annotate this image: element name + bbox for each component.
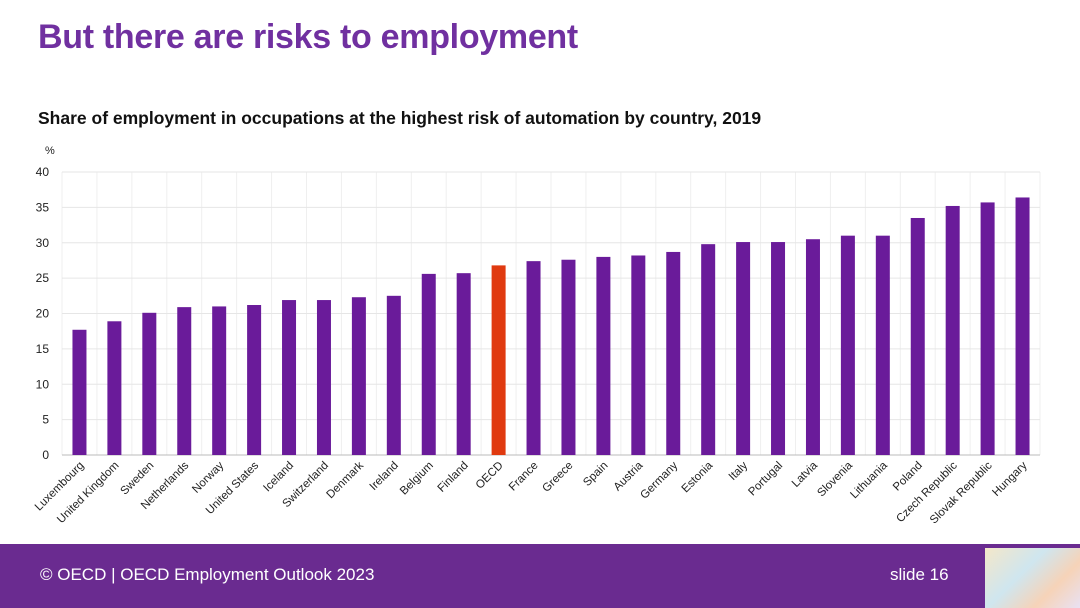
x-tick-label: Italy — [727, 459, 751, 483]
bar-portugal — [771, 242, 786, 455]
x-tick-label: Iceland — [261, 460, 296, 495]
bar-belgium — [421, 273, 436, 455]
x-tick-label: Denmark — [325, 459, 367, 501]
y-tick-label: 10 — [36, 377, 50, 391]
bar-austria — [631, 255, 646, 455]
bar-luxembourg — [72, 329, 87, 455]
x-tick-label: United Kingdom — [55, 460, 121, 526]
bar-estonia — [701, 244, 716, 455]
x-tick-label: Estonia — [680, 459, 716, 495]
slide-title: But there are risks to employment — [38, 18, 578, 56]
x-tick-label: Latvia — [790, 459, 821, 490]
x-tick-label: Portugal — [746, 460, 785, 499]
bar-germany — [666, 251, 681, 455]
x-tick-label: OECD — [474, 460, 506, 492]
y-axis-label: % — [45, 145, 55, 157]
bar-norway — [212, 306, 227, 455]
bar-lithuania — [875, 235, 890, 455]
y-tick-label: 15 — [36, 342, 50, 356]
slide-number: slide 16 — [890, 565, 949, 584]
bar-slovenia — [840, 235, 855, 455]
bar-denmark — [351, 297, 366, 455]
bar-spain — [596, 256, 611, 455]
y-tick-label: 35 — [36, 200, 50, 214]
bar-oecd — [491, 265, 506, 455]
bar-greece — [561, 259, 576, 455]
x-tick-label: Greece — [540, 460, 575, 495]
bar-poland — [910, 217, 925, 455]
bar-hungary — [1015, 197, 1030, 455]
x-tick-label: Slovak Republic — [928, 459, 995, 526]
bar-iceland — [282, 300, 297, 455]
bar-france — [526, 261, 541, 455]
y-tick-label: 30 — [36, 236, 50, 250]
x-tick-label: Poland — [891, 460, 925, 494]
x-tick-label: Finland — [436, 460, 471, 495]
bar-finland — [456, 273, 471, 455]
footer-source: © OECD | OECD Employment Outlook 2023 — [40, 565, 375, 584]
bar-switzerland — [316, 300, 331, 455]
x-tick-label: Hungary — [990, 459, 1029, 498]
x-tick-label: Lithuania — [848, 459, 890, 501]
bar-latvia — [805, 239, 820, 455]
chart-title: Share of employment in occupations at th… — [38, 108, 762, 128]
bar-united-states — [247, 305, 262, 455]
bar-netherlands — [177, 307, 192, 455]
y-tick-label: 40 — [36, 165, 50, 179]
y-tick-label: 25 — [36, 271, 50, 285]
x-tick-label: Spain — [581, 460, 610, 489]
bar-czech-republic — [945, 205, 960, 455]
bar-slovak-republic — [980, 202, 995, 455]
x-tick-label: France — [507, 460, 541, 494]
bar-ireland — [386, 295, 401, 455]
x-tick-label: Austria — [612, 459, 646, 493]
y-tick-label: 20 — [36, 307, 50, 321]
bar-sweden — [142, 312, 157, 455]
footer: © OECD | OECD Employment Outlook 2023 sl… — [0, 544, 1080, 608]
cover-thumbnail-image — [985, 548, 1080, 608]
x-tick-label: Belgium — [398, 460, 436, 498]
y-tick-label: 0 — [42, 448, 49, 462]
y-tick-label: 5 — [42, 413, 49, 427]
x-tick-label: Ireland — [368, 460, 401, 493]
bar-united-kingdom — [107, 321, 122, 455]
x-tick-label: Germany — [638, 459, 680, 501]
x-tick-label: Czech Republic — [894, 459, 960, 525]
bar-italy — [736, 242, 751, 455]
